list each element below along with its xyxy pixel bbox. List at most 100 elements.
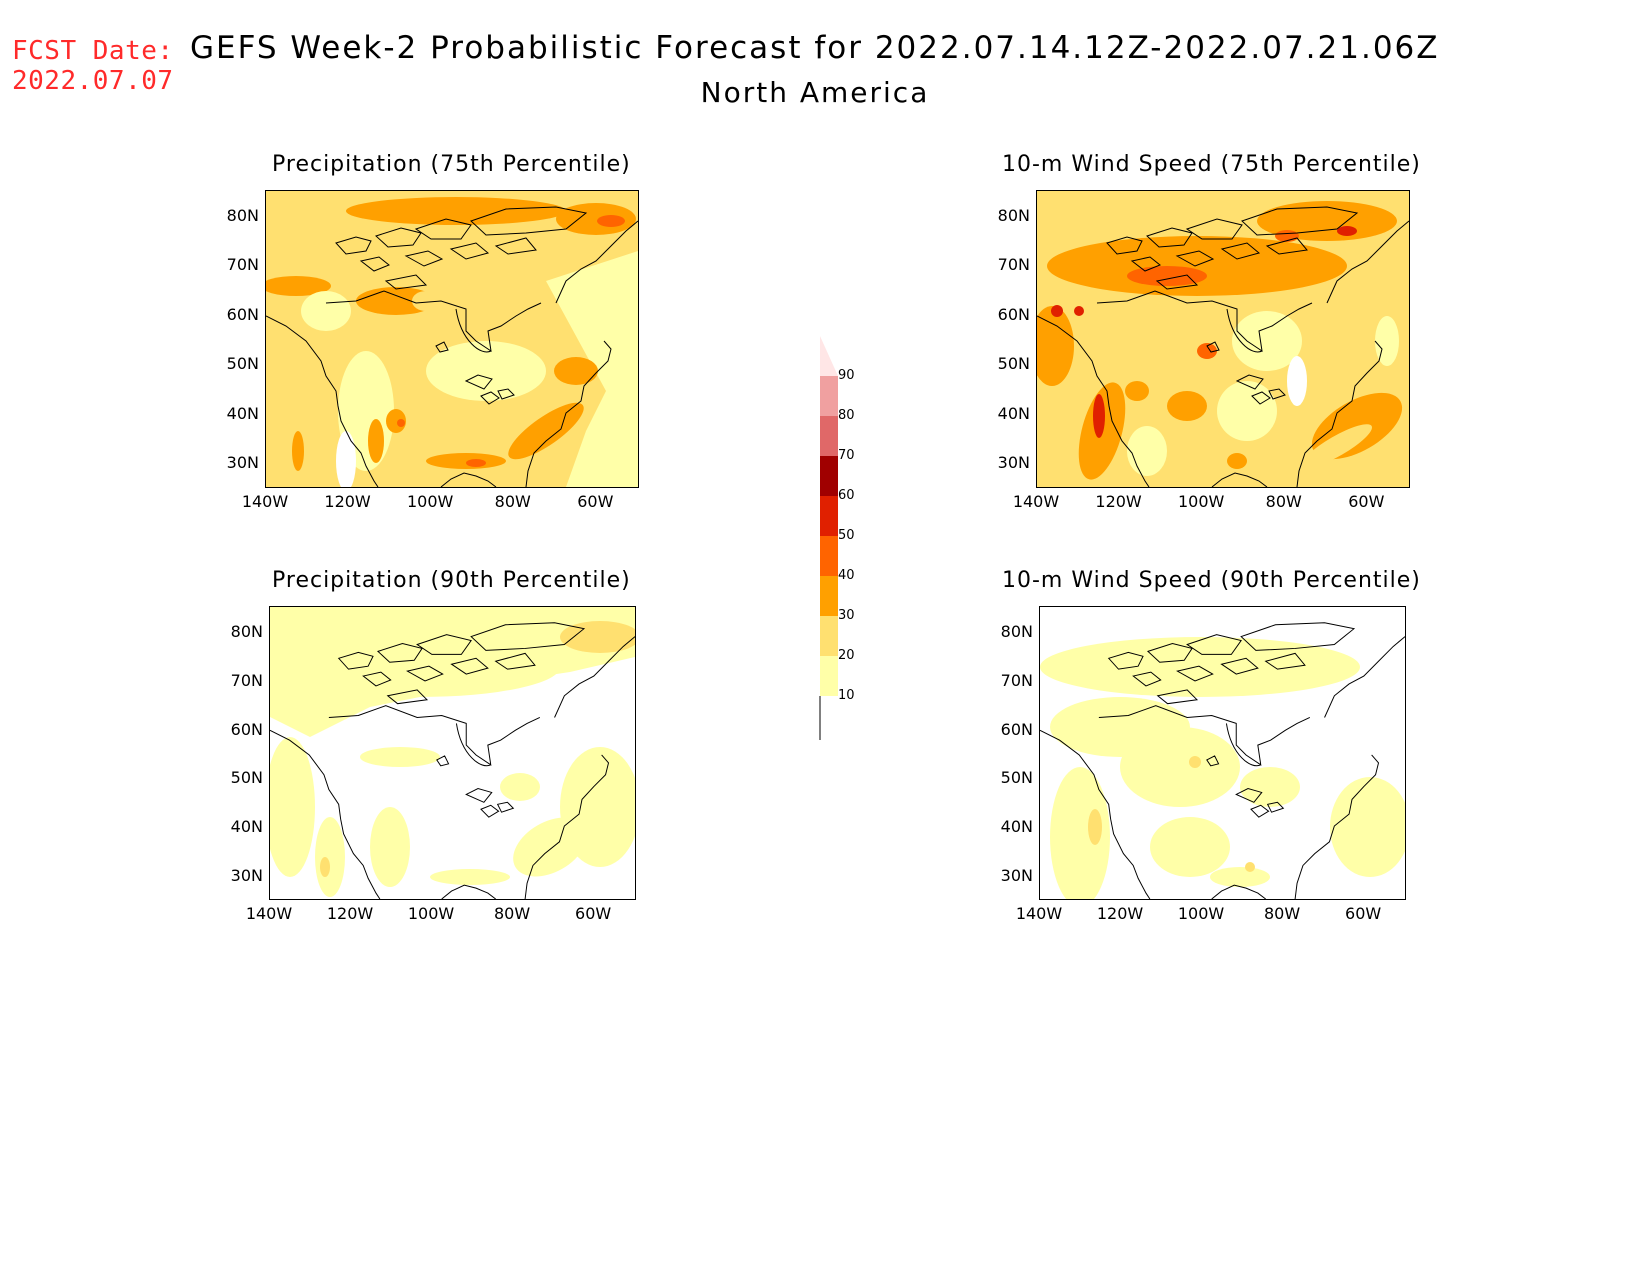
lat-tick-label: 50N (230, 768, 263, 788)
probability-contour (1047, 236, 1347, 296)
legend-label: 80 (838, 408, 855, 423)
lon-tick-label: 60W (1348, 492, 1385, 511)
map-wind-90 (1039, 606, 1406, 900)
lat-tick-label: 40N (997, 403, 1030, 423)
lon-tick-label: 140W (241, 492, 289, 511)
probability-contour (1125, 381, 1149, 401)
panel-title-wind-75: 10-m Wind Speed (75th Percentile) (1002, 152, 1421, 177)
probability-contour (1127, 266, 1207, 286)
probability-contour (1127, 426, 1167, 476)
legend-label: 10 (838, 688, 855, 703)
probability-contour (1330, 777, 1405, 877)
lon-tick-label: 60W (577, 492, 614, 511)
panel-title-precip-90: Precipitation (90th Percentile) (272, 568, 631, 593)
probability-contour (466, 459, 486, 467)
legend-swatch (820, 416, 838, 456)
lat-tick-label: 70N (230, 670, 263, 690)
lon-tick-label: 120W (1096, 904, 1144, 923)
probability-contour (270, 737, 315, 877)
lon-tick-label: 60W (575, 904, 612, 923)
lon-tick-label: 80W (1263, 904, 1301, 923)
lat-tick-label: 80N (230, 622, 263, 641)
probability-contour (430, 869, 510, 885)
lon-tick-label: 140W (245, 904, 293, 923)
probability-contour (560, 621, 635, 653)
probability-contour (1189, 756, 1201, 768)
probability-contour (412, 291, 440, 311)
probability-contour (1302, 424, 1372, 468)
lat-tick-label: 60N (1000, 719, 1033, 739)
legend-label: 50 (838, 528, 855, 543)
probability-contour (1150, 817, 1230, 877)
probability-contour (1093, 394, 1105, 438)
probability-contour (1232, 311, 1302, 371)
lon-tick-label: 100W (1177, 904, 1225, 923)
lat-tick-label: 30N (997, 453, 1030, 473)
map-canvas (270, 607, 635, 899)
probability-contour (1197, 343, 1217, 359)
probability-contour (1050, 767, 1110, 899)
lon-tick-label: 60W (1345, 904, 1382, 923)
probability-contour (1074, 306, 1084, 316)
lat-tick-label: 80N (226, 206, 259, 225)
probability-contour (370, 807, 410, 887)
map-canvas (1040, 607, 1405, 899)
legend-label: 20 (838, 648, 855, 663)
probability-contour (1051, 305, 1063, 317)
panel-title-precip-75: Precipitation (75th Percentile) (272, 152, 631, 177)
probability-contour (1120, 727, 1240, 807)
probability-contour (397, 419, 405, 427)
legend-swatch (820, 616, 838, 656)
probability-contour (336, 431, 356, 487)
lon-tick-label: 100W (1177, 492, 1225, 511)
probability-contour (301, 291, 351, 331)
probability-contour (266, 276, 331, 296)
coastline-outline (1040, 622, 1405, 899)
coastline-outline (1037, 206, 1409, 487)
lat-tick-label: 70N (997, 255, 1030, 275)
legend-label: 40 (838, 568, 855, 583)
probability-contour (292, 431, 304, 471)
probability-contour (346, 197, 566, 225)
map-precip-75 (265, 190, 639, 488)
probability-contour (1127, 301, 1267, 381)
lon-tick-label: 80W (494, 492, 531, 511)
probability-contour (280, 637, 560, 697)
region-subtitle: North America (700, 76, 930, 109)
color-legend-bar (819, 336, 838, 740)
probability-contour (597, 215, 625, 227)
page-title: GEFS Week-2 Probabilistic Forecast for 2… (190, 30, 1440, 66)
probability-contour (1245, 862, 1255, 872)
coastline-outline (270, 622, 635, 899)
probability-contour (1037, 306, 1074, 386)
lat-tick-label: 70N (226, 255, 259, 275)
legend-swatch (820, 376, 838, 416)
probability-contour (554, 357, 598, 385)
lon-tick-label: 140W (1012, 492, 1060, 511)
lat-tick-label: 30N (226, 453, 259, 473)
lon-tick-label: 80W (1265, 492, 1302, 511)
probability-contour (1210, 867, 1270, 887)
legend-swatch (820, 656, 838, 696)
legend-label: 60 (838, 488, 855, 503)
legend-label: 30 (838, 608, 855, 623)
fcst-date-caption: FCST Date: (12, 36, 174, 66)
probability-contour (368, 419, 384, 463)
lat-tick-label: 50N (1000, 768, 1033, 788)
lon-tick-label: 120W (1095, 492, 1142, 511)
lat-tick-label: 40N (230, 817, 263, 837)
forecast-date-label: FCST Date: 2022.07.07 (12, 36, 174, 96)
lon-tick-label: 120W (324, 492, 371, 511)
lat-tick-label: 80N (997, 206, 1030, 225)
map-canvas (1037, 191, 1409, 487)
probability-contour (426, 453, 506, 469)
lat-tick-label: 40N (1000, 817, 1033, 837)
lon-tick-label: 120W (326, 904, 374, 923)
lat-tick-label: 50N (226, 354, 259, 374)
probability-contour (1375, 316, 1399, 366)
lat-tick-label: 60N (226, 304, 259, 324)
probability-contour (1227, 453, 1247, 469)
legend-swatch (820, 536, 838, 576)
legend-cap-top (820, 336, 838, 376)
fcst-date-value: 2022.07.07 (12, 66, 174, 96)
